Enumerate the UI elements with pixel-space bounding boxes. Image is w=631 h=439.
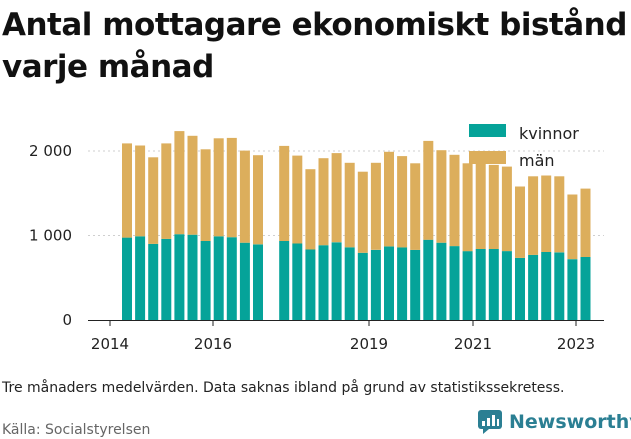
y-tick-label: 0 <box>62 311 72 329</box>
bar-kvinnor <box>384 246 394 320</box>
bar-man <box>318 158 329 246</box>
bar-kvinnor <box>135 236 146 320</box>
bar-kvinnor <box>239 242 250 320</box>
x-tick-label: 2016 <box>194 335 232 353</box>
bar-man <box>410 163 421 250</box>
legend: kvinnor män <box>469 124 579 170</box>
bar-man <box>462 163 473 252</box>
bar-kvinnor <box>122 237 132 320</box>
bar-man <box>174 131 185 235</box>
bar-kvinnor <box>567 259 578 320</box>
bar-kvinnor <box>580 257 591 320</box>
bar-kvinnor <box>279 241 290 320</box>
bar-man <box>187 135 198 235</box>
x-tick-label: 2021 <box>454 335 492 353</box>
bar-kvinnor <box>305 249 316 320</box>
chart-area: 0 1 000 2 000 2014 2016 2019 2021 2023 kvinnor … <box>29 124 604 353</box>
bar-man <box>344 162 355 248</box>
x-tick-label: 2014 <box>91 335 129 353</box>
y-tick-label: 1 000 <box>29 227 72 245</box>
bar-man <box>370 162 381 250</box>
bar-kvinnor <box>541 252 552 320</box>
bar-man <box>213 138 224 237</box>
bar-man <box>449 154 460 247</box>
bar-kvinnor <box>397 247 408 320</box>
bar-kvinnor <box>410 249 421 320</box>
bar-kvinnor <box>528 254 539 320</box>
bar-kvinnor <box>475 249 486 320</box>
bar-kvinnor <box>501 251 512 320</box>
bar-man <box>397 156 408 248</box>
chart-title: Antal mottagare ekonomiskt bistånd varje… <box>2 7 627 85</box>
bar-man <box>292 155 303 244</box>
bar-man <box>331 153 342 243</box>
bar-man <box>161 143 172 239</box>
chart-source: Källa: Socialstyrelsen <box>2 422 151 438</box>
legend-label-kvinnor: kvinnor <box>519 124 579 143</box>
legend-swatch-kvinnor <box>469 124 506 137</box>
bar-kvinnor <box>515 257 525 320</box>
bar-kvinnor <box>161 238 172 320</box>
bar-kvinnor <box>187 234 198 320</box>
bar-man <box>567 194 578 260</box>
bar-kvinnor <box>292 243 303 320</box>
bar-kvinnor <box>253 244 263 320</box>
bar-kvinnor <box>213 236 224 320</box>
bar-kvinnor <box>344 247 355 320</box>
bar-man <box>384 151 394 247</box>
bar-kvinnor <box>148 243 159 320</box>
brand-logo[interactable]: Newsworthy <box>477 407 631 437</box>
y-tick-label: 2 000 <box>29 142 72 160</box>
bar-man <box>305 169 316 250</box>
x-tick-label: 2019 <box>350 335 388 353</box>
bar-kvinnor <box>436 242 447 320</box>
bar-man <box>554 176 565 253</box>
bar-kvinnor <box>174 234 185 320</box>
bar-man <box>253 155 263 245</box>
bar-kvinnor <box>462 251 473 320</box>
bar-man <box>580 188 591 257</box>
axes: 0 1 000 2 000 2014 2016 2019 2021 2023 <box>29 142 604 353</box>
bar-man <box>436 150 447 243</box>
bar-man <box>135 145 146 237</box>
bar-man <box>475 163 486 249</box>
bar-man <box>528 176 539 255</box>
chart-note: Tre månaders medelvärden. Data saknas ib… <box>2 380 565 396</box>
bar-man <box>423 140 434 240</box>
bar-man <box>279 145 290 241</box>
bar-kvinnor <box>226 237 237 320</box>
bar-man <box>200 149 211 241</box>
bar-man <box>122 143 132 238</box>
bar-man <box>357 171 368 253</box>
bar-kvinnor <box>200 241 211 320</box>
bar-man <box>488 164 499 249</box>
x-tick-label: 2023 <box>557 335 595 353</box>
bars <box>122 131 591 320</box>
bar-man <box>501 166 512 252</box>
bar-kvinnor <box>554 252 565 320</box>
newsworthy-logo-icon <box>478 410 502 434</box>
bar-kvinnor <box>370 249 381 320</box>
bar-kvinnor <box>488 249 499 320</box>
bar-kvinnor <box>331 242 342 320</box>
bar-kvinnor <box>318 245 329 320</box>
bar-kvinnor <box>449 246 460 320</box>
bar-man <box>226 137 237 238</box>
bar-man <box>515 186 525 258</box>
bar-man <box>541 175 552 252</box>
brand-name: Newsworthy <box>509 411 631 433</box>
bar-kvinnor <box>357 252 368 320</box>
bar-kvinnor <box>423 239 434 320</box>
bar-man <box>239 150 250 243</box>
legend-swatch-man <box>469 151 506 164</box>
legend-label-man: män <box>519 151 555 170</box>
bar-man <box>148 157 159 244</box>
